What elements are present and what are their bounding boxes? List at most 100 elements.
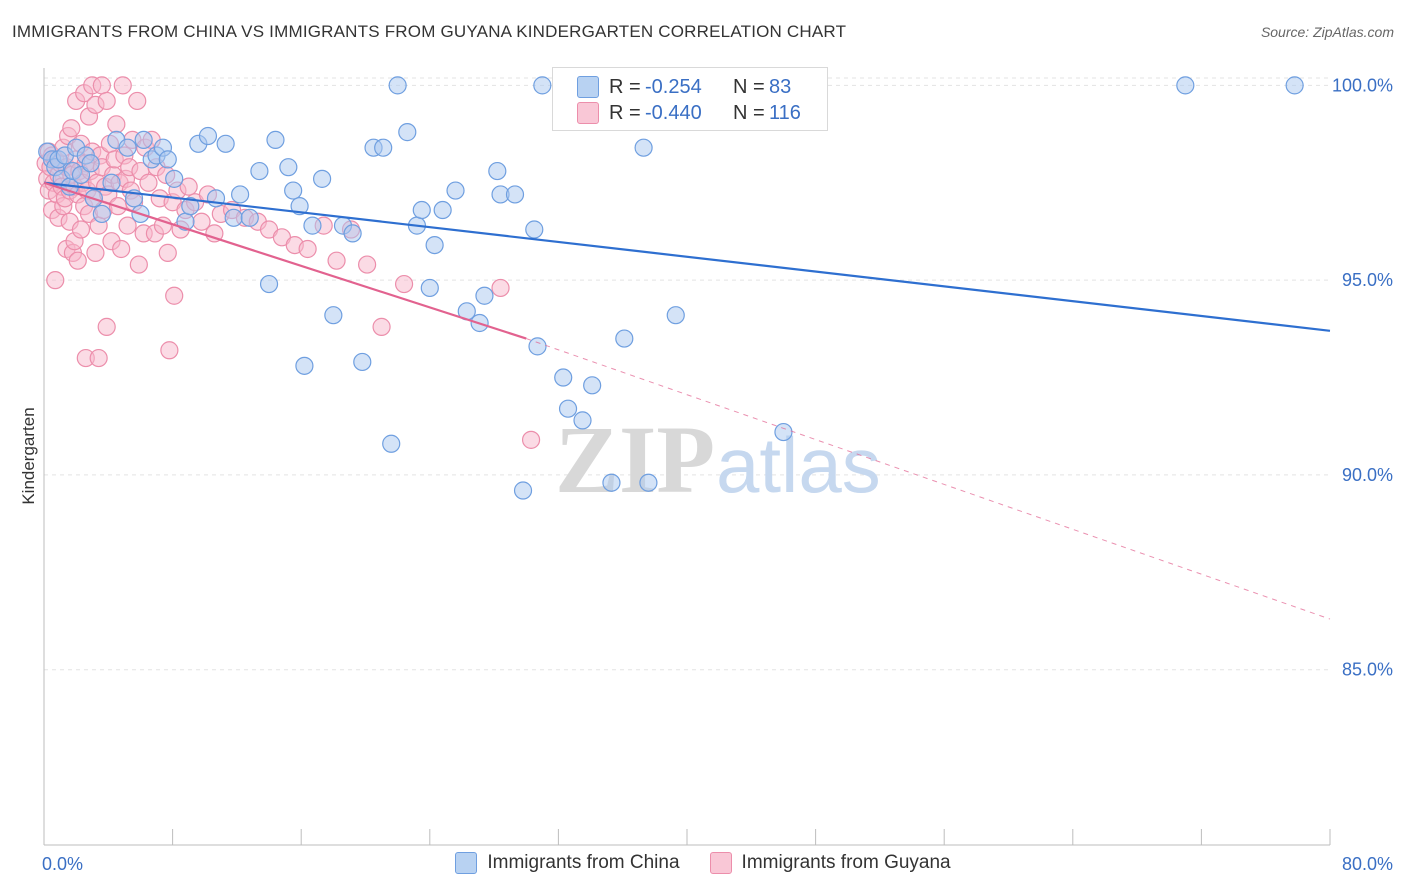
point-guyana [160, 341, 179, 360]
point-guyana [68, 251, 87, 270]
legend-n-value-guyana: 116 [769, 101, 801, 124]
point-china [266, 130, 285, 150]
point-china [639, 473, 658, 492]
point-guyana [205, 224, 224, 243]
point-china [425, 235, 444, 255]
point-guyana [521, 430, 541, 449]
trendline-china [43, 181, 1331, 332]
point-china [433, 200, 452, 220]
legend-box: R = -0.254 N = 83 R = -0.440 N = 116 [552, 67, 828, 131]
point-guyana [71, 220, 91, 239]
x-tick-label-min: 0.0% [42, 854, 83, 874]
point-china [181, 197, 200, 216]
point-china [303, 216, 322, 235]
legend-n-value-china: 83 [769, 75, 792, 98]
point-china [528, 337, 547, 356]
point-guyana [89, 348, 108, 368]
point-guyana [298, 239, 317, 259]
legend-n-label: N = [733, 101, 765, 124]
series-name-guyana: Immigrants from Guyana [741, 852, 951, 873]
point-guyana [97, 317, 116, 336]
point-china [284, 181, 303, 200]
source-label: Source: ZipAtlas.com [1260, 24, 1394, 40]
point-guyana [139, 173, 158, 192]
point-china [353, 352, 372, 372]
point-china [525, 220, 544, 239]
points-layer [36, 76, 1304, 500]
point-china [382, 434, 401, 453]
point-guyana [113, 76, 132, 95]
point-china [231, 185, 250, 204]
point-china [573, 411, 592, 430]
point-china [398, 123, 417, 142]
trendline-guyana [43, 181, 527, 340]
legend-r-value-china: -0.254 [645, 75, 702, 98]
point-guyana [372, 317, 391, 336]
legend-swatch-guyana [577, 102, 599, 124]
point-guyana [118, 216, 137, 235]
point-china [343, 224, 362, 243]
point-china [602, 473, 621, 492]
point-china [250, 161, 269, 181]
series-legend-china[interactable]: Immigrants from China [455, 852, 680, 874]
legend-r-label: R = [609, 75, 641, 98]
legend-r-label: R = [609, 101, 641, 124]
point-china [1176, 76, 1195, 95]
legend-n-label: N = [733, 75, 765, 98]
y-tick-label: 90.0% [1342, 465, 1393, 485]
point-guyana [62, 119, 81, 138]
y-tick-label: 95.0% [1342, 270, 1393, 290]
point-china [412, 200, 431, 220]
axis-layer: 85.0% 90.0% 95.0% 100.0% [43, 68, 1393, 846]
point-china [81, 154, 100, 173]
point-china [198, 126, 218, 146]
point-china [774, 422, 793, 442]
point-china [615, 329, 634, 348]
series-swatch-guyana [709, 852, 732, 874]
point-guyana [86, 243, 105, 262]
point-guyana [327, 251, 346, 270]
point-china [1285, 76, 1304, 95]
point-china [71, 165, 91, 185]
point-china [240, 208, 259, 227]
point-china [505, 185, 525, 204]
series-legend-guyana[interactable]: Immigrants from Guyana [709, 852, 951, 874]
point-china [290, 197, 309, 216]
point-guyana [153, 216, 173, 235]
watermark: ZIP atlas [555, 406, 881, 513]
point-guyana [158, 243, 177, 262]
point-guyana [97, 91, 116, 111]
point-guyana [107, 115, 126, 134]
point-china [259, 274, 279, 294]
point-guyana [92, 76, 111, 95]
legend-row-china: R = -0.254 N = 83 [553, 74, 791, 100]
point-china [446, 181, 465, 200]
point-china [118, 138, 137, 157]
watermark-atlas: atlas [716, 421, 881, 509]
point-china [554, 368, 573, 387]
point-china [102, 173, 121, 192]
series-swatch-china [455, 852, 478, 874]
point-guyana [179, 177, 198, 196]
point-guyana [491, 278, 510, 298]
point-guyana [46, 271, 65, 290]
trendline-guyana-extension [526, 338, 1331, 620]
point-china [634, 138, 653, 157]
point-guyana [128, 91, 147, 111]
point-china [666, 306, 685, 325]
point-china [388, 76, 407, 95]
x-tick-label-max: 80.0% [1342, 854, 1393, 874]
point-guyana [394, 274, 414, 294]
point-china [134, 130, 153, 150]
point-guyana [129, 255, 148, 274]
chart-title: IMMIGRANTS FROM CHINA VS IMMIGRANTS FROM… [12, 22, 847, 41]
point-china [475, 286, 494, 305]
point-guyana [165, 286, 184, 305]
grid-layer [44, 77, 1330, 671]
point-china [312, 169, 332, 188]
point-guyana [358, 255, 377, 274]
point-china [224, 208, 243, 227]
point-china [92, 204, 111, 224]
point-china [488, 161, 507, 181]
